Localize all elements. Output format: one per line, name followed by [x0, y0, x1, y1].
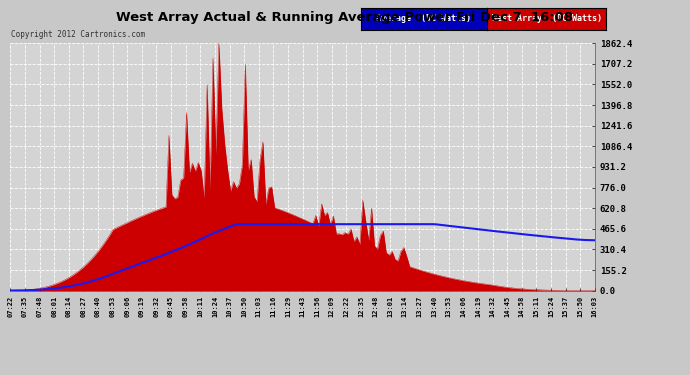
Text: Copyright 2012 Cartronics.com: Copyright 2012 Cartronics.com	[11, 30, 145, 39]
Text: West Array Actual & Running Average Power Fri Dec 7  16:08: West Array Actual & Running Average Powe…	[117, 11, 573, 24]
